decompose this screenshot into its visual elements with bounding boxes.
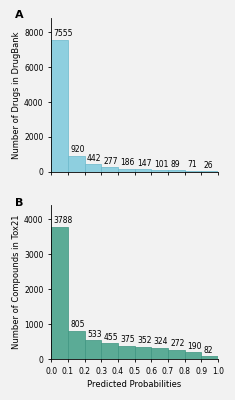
Bar: [184, 171, 201, 172]
Bar: [134, 169, 151, 172]
Text: 455: 455: [104, 333, 118, 342]
Text: 324: 324: [154, 337, 168, 346]
X-axis label: Predicted Probabilities: Predicted Probabilities: [87, 380, 182, 389]
Bar: [134, 347, 151, 359]
Bar: [68, 331, 85, 359]
Text: 3788: 3788: [54, 216, 73, 225]
Text: 920: 920: [70, 145, 85, 154]
Text: 277: 277: [104, 156, 118, 166]
Bar: [118, 346, 134, 359]
Text: 101: 101: [154, 160, 168, 169]
Bar: [168, 350, 184, 359]
Bar: [201, 356, 218, 359]
Text: 533: 533: [87, 330, 102, 339]
Text: 442: 442: [87, 154, 102, 163]
Text: 375: 375: [120, 336, 135, 344]
Text: 805: 805: [70, 320, 85, 330]
Bar: [51, 40, 68, 172]
Text: 82: 82: [204, 346, 213, 355]
Text: 89: 89: [170, 160, 180, 169]
Y-axis label: Number of Compounds in Tox21: Number of Compounds in Tox21: [12, 215, 21, 350]
Bar: [151, 170, 168, 172]
Bar: [118, 169, 134, 172]
Bar: [51, 227, 68, 359]
Bar: [151, 348, 168, 359]
Bar: [68, 156, 85, 172]
Bar: [101, 343, 118, 359]
Bar: [85, 164, 101, 172]
Y-axis label: Number of Drugs in DrugBank: Number of Drugs in DrugBank: [12, 31, 21, 159]
Text: B: B: [15, 198, 23, 208]
Text: 190: 190: [187, 342, 202, 351]
Bar: [184, 352, 201, 359]
Bar: [85, 340, 101, 359]
Bar: [101, 167, 118, 172]
Text: 71: 71: [187, 160, 197, 169]
Bar: [168, 170, 184, 172]
Text: 26: 26: [204, 161, 213, 170]
Text: 147: 147: [137, 159, 152, 168]
Text: 186: 186: [120, 158, 135, 167]
Text: 352: 352: [137, 336, 152, 345]
Text: 7555: 7555: [54, 29, 73, 38]
Text: A: A: [15, 10, 23, 20]
Text: 272: 272: [170, 339, 185, 348]
